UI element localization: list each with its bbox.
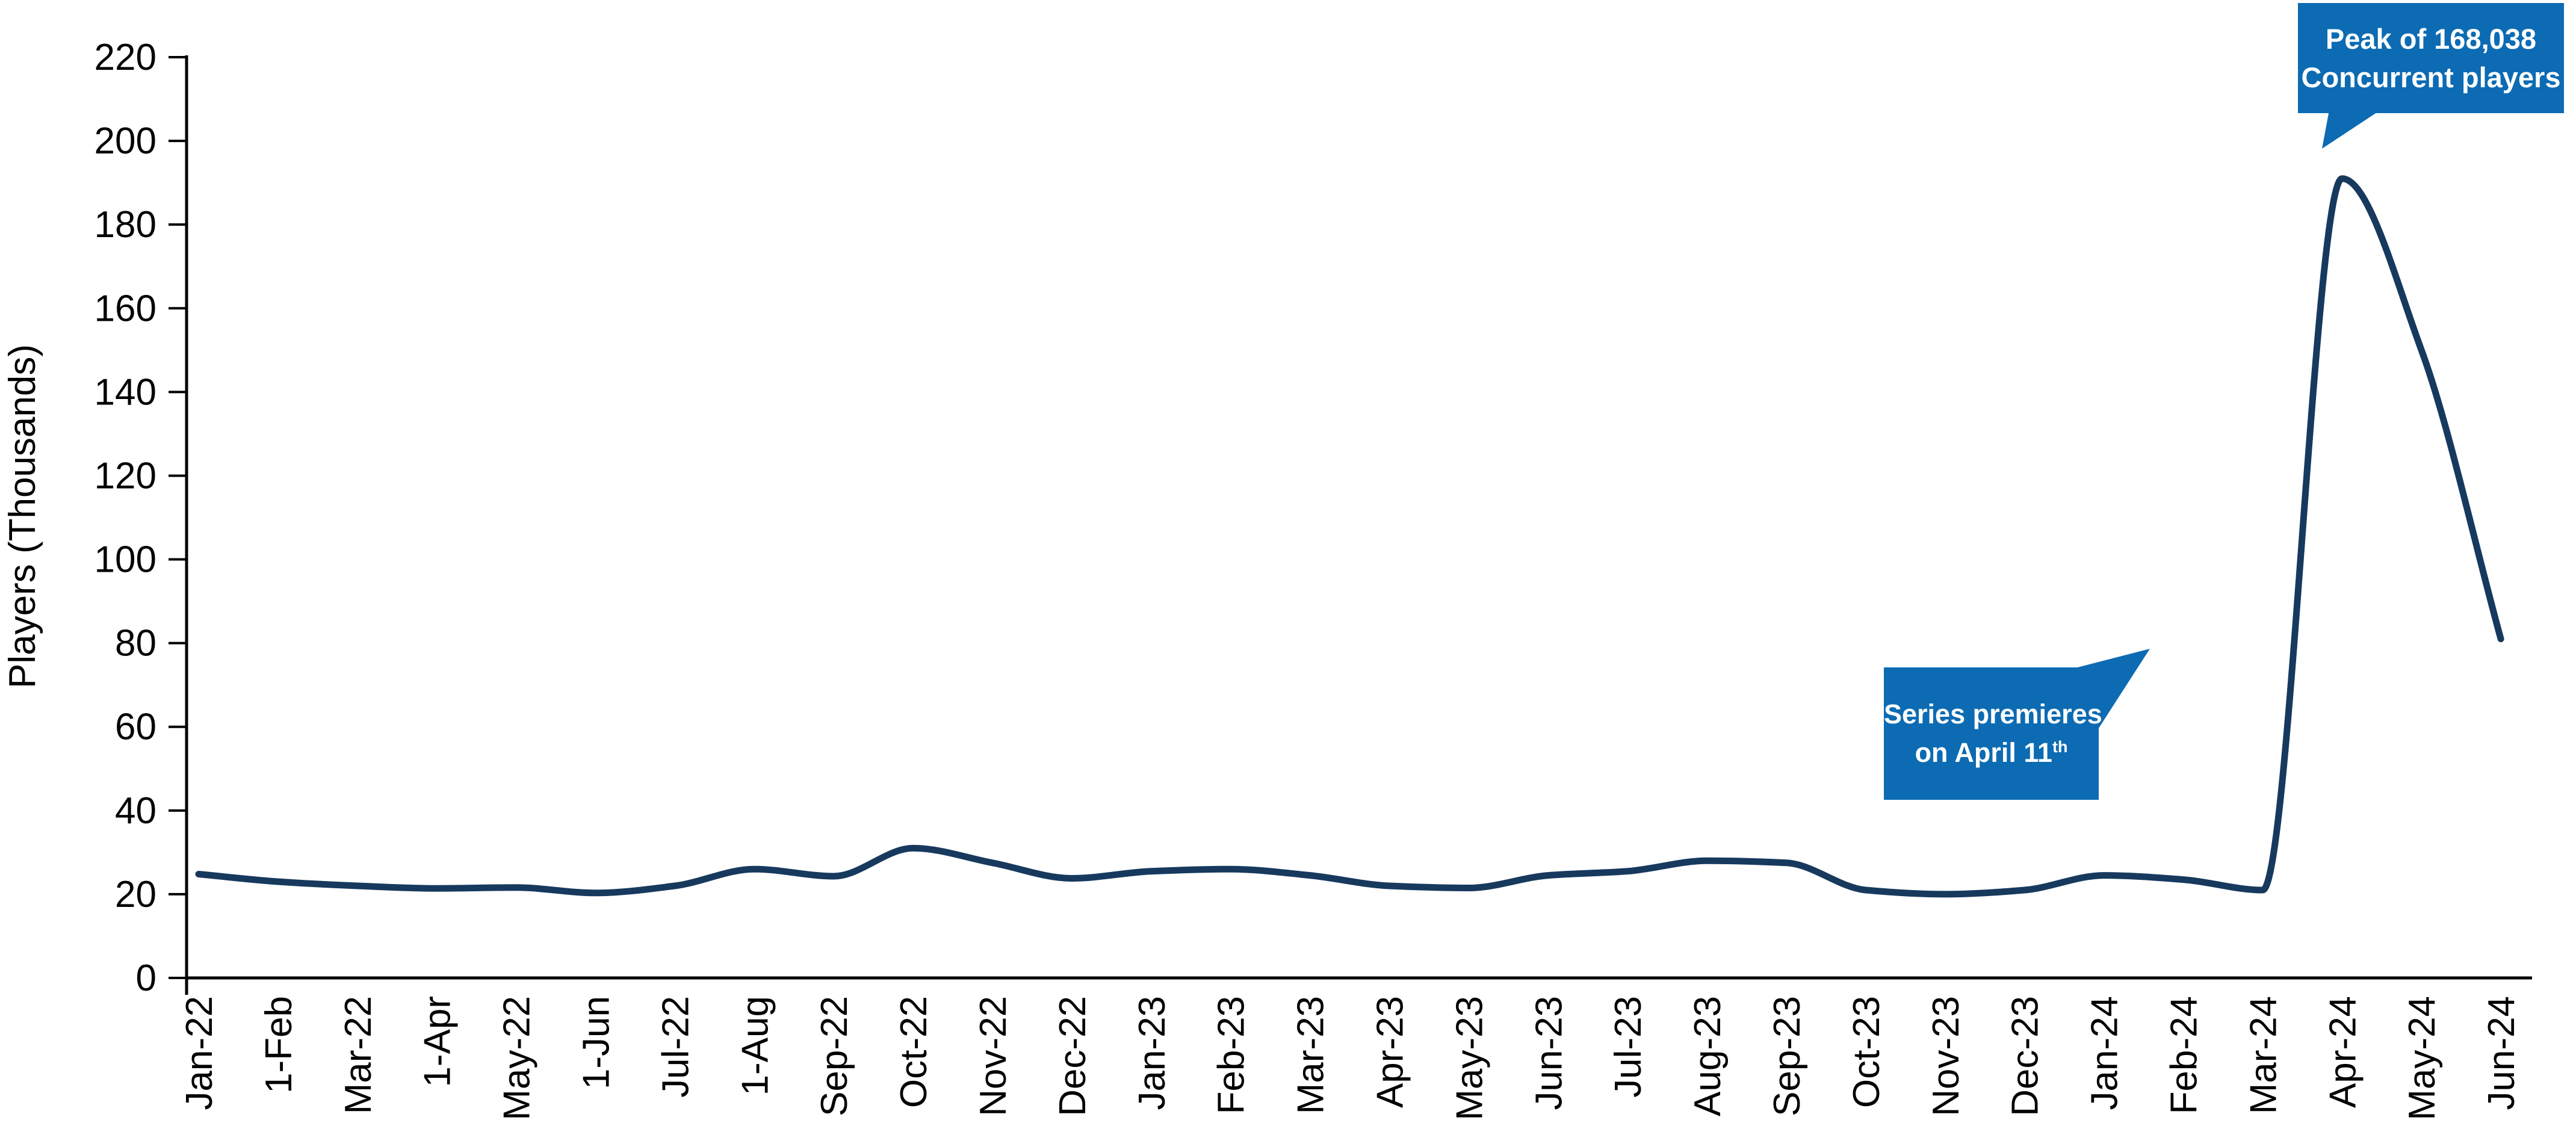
y-axis-title: Players (Thousands)	[2, 344, 43, 688]
x-tick-label: Feb-24	[2164, 996, 2205, 1114]
x-tick-label: Apr-24	[2322, 996, 2364, 1108]
peak-callout-tail	[2322, 110, 2380, 149]
peak-callout-line1: Peak of 168,038	[2325, 22, 2537, 55]
x-tick-label: Sep-22	[814, 996, 855, 1116]
x-tick-label: Mar-22	[338, 996, 379, 1114]
x-tick-label: 1-Jun	[576, 996, 618, 1089]
x-tick-label: Dec-23	[2005, 996, 2046, 1116]
x-tick-label: Mar-23	[1290, 996, 1332, 1114]
y-tick-label: 80	[115, 623, 156, 664]
x-tick-label: Nov-23	[1925, 996, 1967, 1116]
y-tick-label: 0	[136, 957, 156, 999]
y-tick-label: 220	[94, 37, 156, 78]
x-tick-label: Jan-24	[2084, 996, 2126, 1110]
y-tick-label: 200	[94, 120, 156, 162]
y-tick-label: 40	[115, 790, 156, 832]
y-tick-label: 120	[94, 455, 156, 496]
x-tick-label: Oct-23	[1846, 996, 1887, 1108]
x-tick-label: 1-Feb	[258, 996, 300, 1093]
x-tick-label: Jun-24	[2481, 996, 2522, 1110]
x-tick-label: 1-Aug	[734, 996, 776, 1095]
x-tick-label: Aug-23	[1687, 996, 1729, 1116]
y-tick-label: 60	[115, 707, 156, 748]
y-axis-tick-labels: 0 20 40 60 80 100 120 140 160 180 200 220	[94, 37, 187, 999]
x-tick-label: Sep-23	[1766, 996, 1808, 1116]
ordinal-suffix: th	[2052, 738, 2068, 756]
x-tick-label: Mar-24	[2243, 996, 2284, 1114]
x-tick-label: Jan-23	[1132, 996, 1173, 1110]
y-tick-label: 20	[115, 874, 156, 915]
x-tick-label: Feb-23	[1211, 996, 1252, 1114]
y-tick-label: 160	[94, 288, 156, 329]
y-tick-label: 100	[94, 539, 156, 581]
x-tick-label: May-22	[497, 996, 538, 1121]
axis-lines	[185, 55, 2532, 980]
x-tick-label: May-24	[2401, 996, 2443, 1121]
premiere-callout: Series premieres on April 11th	[1884, 667, 2102, 800]
peak-callout: Peak of 168,038 Concurrent players	[2298, 3, 2564, 113]
x-tick-label: May-23	[1449, 996, 1490, 1121]
x-tick-label: Jul-22	[655, 996, 696, 1098]
x-tick-label: Apr-23	[1370, 996, 1411, 1108]
x-tick-label: Dec-22	[1052, 996, 1094, 1116]
x-tick-label: Jul-23	[1608, 996, 1649, 1098]
y-tick-label: 180	[94, 204, 156, 246]
x-tick-label: Nov-22	[973, 996, 1014, 1116]
x-tick-label: Jun-23	[1528, 996, 1570, 1110]
premiere-callout-line1: Series premieres	[1884, 699, 2102, 729]
x-tick-label: Jan-22	[179, 996, 220, 1110]
x-tick-label: Oct-22	[893, 996, 935, 1108]
x-axis-tick-labels: Jan-22 1-Feb Mar-22 1-Apr May-22 1-Jun Jul-22 1…	[179, 996, 2522, 1121]
y-tick-label: 140	[94, 371, 156, 413]
axes	[185, 55, 2532, 995]
x-tick-label: 1-Apr	[417, 996, 459, 1087]
series-line	[195, 175, 2504, 898]
premiere-callout-line2: on April 11th	[1915, 737, 2068, 768]
peak-callout-line2: Concurrent players	[2301, 61, 2561, 93]
